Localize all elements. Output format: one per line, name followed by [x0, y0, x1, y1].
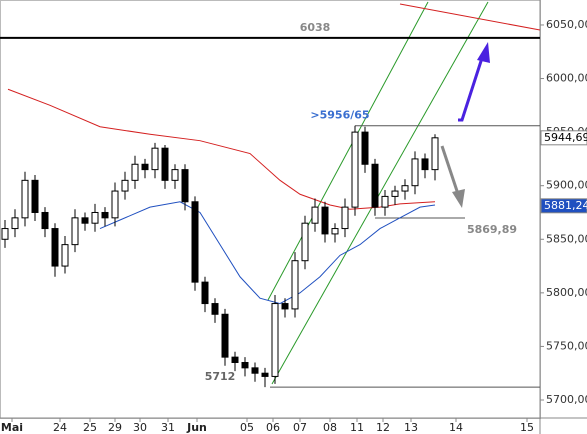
trend-line [399, 3, 541, 31]
candle-body [121, 179, 129, 192]
candle-body [281, 303, 289, 310]
candle-body [391, 190, 399, 197]
channel-line [271, 1, 489, 385]
candle-body [231, 356, 239, 363]
candle-body [371, 163, 379, 208]
candle-body [131, 163, 139, 181]
x-tick-label: 11 [350, 421, 364, 434]
y-tick-label: 6000,00 [546, 72, 587, 85]
candle-body [431, 137, 439, 171]
x-tick-label: Jun [186, 421, 207, 434]
price-tag-label: 5944,69 [544, 131, 587, 144]
plot-area [0, 0, 541, 419]
y-tick-label: 5700,00 [546, 393, 587, 406]
x-tick-label: 05 [240, 421, 254, 434]
candle-body [1, 228, 9, 240]
x-tick-label: 06 [266, 421, 280, 434]
candle-body [111, 190, 119, 219]
candle-body [201, 281, 209, 305]
candle-body [421, 158, 429, 171]
x-tick-label: 24 [53, 421, 67, 434]
candle-body [411, 158, 419, 187]
candle-body [141, 163, 149, 171]
x-tick-label: 12 [376, 421, 390, 434]
x-tick-label: 08 [323, 421, 337, 434]
annotation: 6038 [300, 21, 331, 34]
candle-body [271, 303, 279, 377]
candle-body [31, 179, 39, 213]
moving-average [99, 201, 436, 305]
candle-body [261, 372, 269, 377]
candle-body [291, 260, 299, 310]
candle-body [51, 228, 59, 267]
x-tick-label: 30 [133, 421, 147, 434]
down-arrow [440, 145, 465, 208]
y-tick-label: 5900,00 [546, 179, 587, 192]
arrow-shaft [440, 145, 460, 195]
x-tick-label: 15 [520, 421, 534, 434]
candle-body [21, 179, 29, 219]
candle-body [171, 169, 179, 181]
arrow-shaft [458, 57, 484, 122]
candle-body [161, 147, 169, 181]
candle-body [11, 217, 19, 230]
y-tick-label: 6050,00 [546, 18, 587, 31]
candle-body [61, 244, 69, 267]
candle-body [321, 206, 329, 235]
candle-body [361, 131, 369, 165]
candle-body [41, 211, 49, 230]
candle-body [181, 169, 189, 203]
moving-average [7, 88, 436, 210]
arrow-head [452, 189, 465, 208]
annotation: >5956/65 [310, 109, 369, 122]
annotation: 5869,89 [467, 223, 517, 236]
candle-body [251, 367, 259, 374]
annotation: 5712 [205, 370, 236, 383]
candle-body [191, 201, 199, 283]
price-tag-label: 5881,24 [544, 199, 587, 212]
candle-body [81, 217, 89, 224]
x-tick-label: 13 [404, 421, 418, 434]
x-tick-label: 29 [108, 421, 122, 434]
candle-body [311, 206, 319, 224]
x-tick-label: 31 [161, 421, 175, 434]
y-tick-label: 5800,00 [546, 286, 587, 299]
channel-line [267, 1, 429, 301]
up-arrow [458, 42, 490, 122]
candle-body [241, 361, 249, 369]
candle-body [331, 228, 339, 235]
x-tick-label: 25 [83, 421, 97, 434]
x-tick-label: 07 [293, 421, 307, 434]
candle-body [341, 206, 349, 230]
candle-body [351, 131, 359, 208]
x-tick-label: 14 [449, 421, 463, 434]
candle-body [91, 211, 99, 224]
candle-body [401, 185, 409, 192]
candle-body [151, 147, 159, 171]
candle-body [301, 222, 309, 262]
price-tag [540, 130, 587, 146]
candle-body [101, 211, 109, 219]
arrow-head [477, 42, 490, 63]
candle-body [71, 217, 79, 246]
y-tick-label: 5750,00 [546, 339, 587, 352]
candle-body [221, 313, 229, 358]
x-tick-label: Mai [1, 421, 23, 434]
candle-body [381, 195, 389, 208]
channel [267, 1, 489, 385]
y-tick-label: 5850,00 [546, 232, 587, 245]
price-tag [540, 198, 587, 214]
candle-body [211, 303, 219, 315]
